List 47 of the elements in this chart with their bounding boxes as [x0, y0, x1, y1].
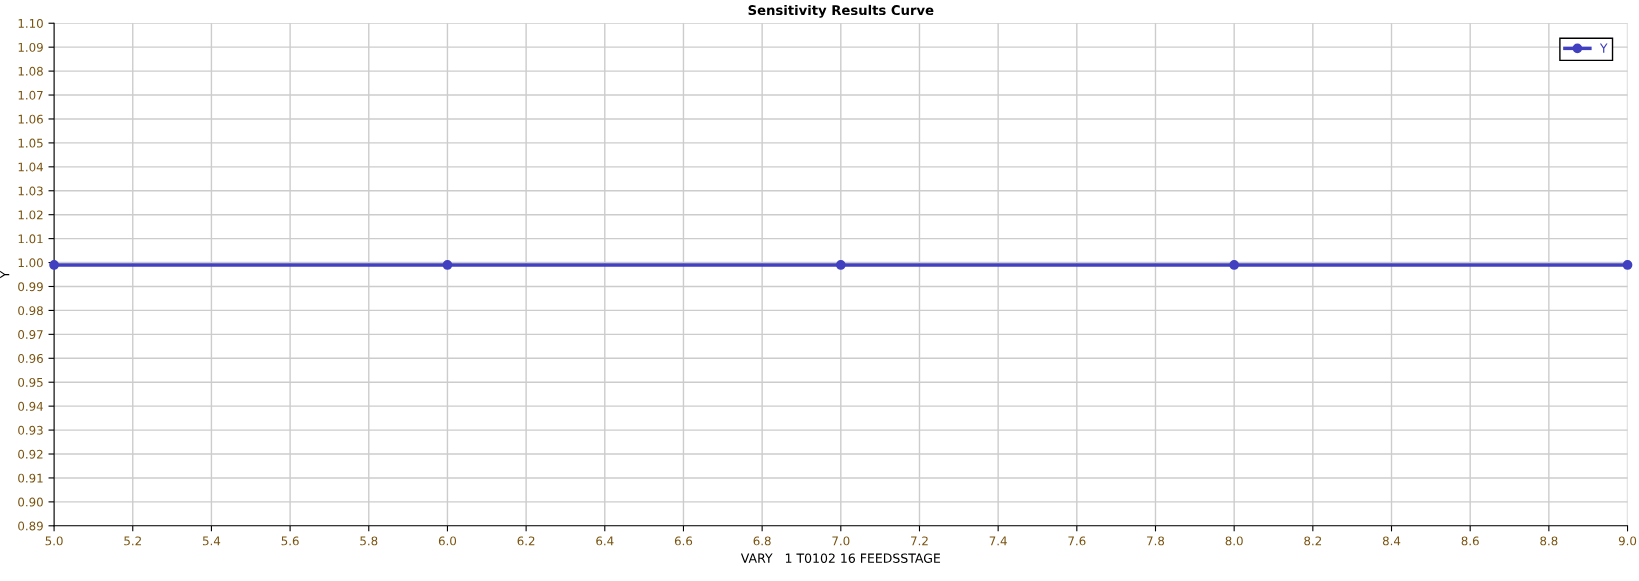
x-tick-label: 7.0: [832, 536, 850, 546]
x-tick-label: 7.8: [1147, 536, 1165, 546]
x-tick-label: 6.0: [438, 536, 457, 546]
y-tick-label: 0.96: [18, 354, 43, 363]
y-tick-label: 0.92: [18, 449, 43, 459]
y-tick-label: 1.06: [18, 114, 43, 124]
x-tick-label: 6.4: [596, 536, 614, 546]
y-tick-label: 1.03: [18, 186, 43, 196]
y-tick-label: 1.05: [18, 138, 43, 148]
y-tick-label: 0.95: [18, 377, 43, 387]
x-tick-label: 9.0: [1618, 536, 1637, 546]
y-axis-title: Y: [0, 270, 10, 279]
y-tick-label: 1.02: [18, 210, 43, 220]
y-tick-label: 1.10: [18, 18, 43, 28]
x-tick-label: 8.6: [1461, 536, 1479, 546]
x-tick-label: 5.2: [124, 536, 141, 546]
y-tick-label: 0.94: [18, 401, 44, 411]
x-tick-label: 7.2: [911, 536, 928, 546]
y-tick-label: 1.09: [18, 42, 43, 52]
y-tick-label: 0.97: [18, 330, 43, 339]
y-tick-label: 1.01: [18, 234, 43, 244]
x-tick-label: 8.4: [1382, 536, 1401, 546]
x-axis-title: VARY 1 T0102 16 FEEDSSTAGE: [740, 553, 941, 563]
x-tick-label: 5.0: [45, 536, 63, 546]
y-tick-label: 0.98: [18, 306, 43, 316]
x-tick-label: 7.6: [1068, 536, 1086, 546]
y-tick-label: 1.04: [18, 162, 44, 172]
x-tick-label: 8.0: [1225, 536, 1243, 546]
x-tick-label: 5.6: [281, 536, 299, 546]
y-tick-label: 0.89: [18, 521, 43, 531]
y-tick-label: 1.00: [18, 258, 43, 268]
x-tick-label: 6.2: [517, 536, 535, 546]
x-tick-label: 6.8: [753, 536, 771, 546]
x-tick-label: 8.2: [1304, 536, 1322, 546]
y-tick-label: 1.07: [18, 90, 43, 100]
x-tick-label: 5.4: [202, 536, 221, 546]
y-tick-label: 0.99: [18, 282, 43, 292]
y-tick-label: 1.08: [18, 66, 43, 76]
y-tick-label: 0.93: [18, 425, 43, 435]
x-tick-label: 5.8: [360, 536, 378, 546]
x-tick-label: 8.8: [1540, 536, 1558, 546]
y-tick-label: 0.91: [18, 473, 43, 483]
x-tick-label: 7.4: [989, 536, 1007, 546]
x-tick-label: 6.6: [674, 536, 693, 546]
y-tick-label: 0.90: [18, 497, 43, 507]
chart-title: Sensitivity Results Curve: [748, 4, 934, 18]
legend-label: Y: [1599, 43, 1608, 53]
